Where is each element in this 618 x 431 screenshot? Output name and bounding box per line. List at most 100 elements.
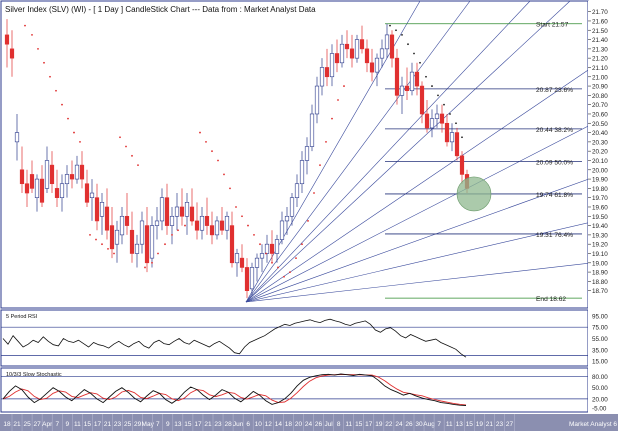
sar-dot [461, 136, 463, 139]
candle-body [409, 71, 415, 92]
candle-body [344, 43, 350, 50]
fan-line [245, 178, 588, 303]
x-tick-label: Aug [423, 421, 435, 428]
candle-body [139, 220, 145, 245]
stochastic-d-line [2, 374, 467, 406]
candle-body [124, 215, 130, 226]
rsi-y-tick-label: 75.00 [592, 325, 608, 332]
candle-body [244, 267, 250, 291]
sar-dot [259, 243, 261, 246]
rsi-panel [0, 309, 589, 367]
candle-body [134, 243, 140, 254]
price-y-tick-label: 19.30 [592, 232, 608, 239]
candle-body [184, 202, 190, 217]
sar-dot [151, 261, 153, 264]
candle-body [419, 85, 425, 115]
sar-dot [95, 238, 97, 241]
x-tick-label: 14 [275, 421, 283, 428]
sar-dot [443, 103, 445, 106]
x-tick-label: 12 [265, 421, 273, 428]
candle-body [59, 183, 65, 198]
x-tick-label: Apr [42, 421, 53, 428]
candle-body [334, 53, 340, 64]
candle-body [414, 71, 420, 87]
candle-body [219, 220, 225, 231]
candle-body [174, 206, 180, 217]
candle-body [384, 34, 390, 50]
stochastic-y-tick-label: 80.00 [592, 374, 608, 381]
sar-dot [171, 233, 173, 236]
rsi-y-tick-label: 55.00 [592, 336, 608, 343]
candle-body [249, 267, 255, 290]
stochastic-panel [0, 367, 589, 413]
candle-body [424, 113, 430, 129]
fan-line [245, 1, 471, 303]
chart-title: Silver Index (SLV) (WI) - [ 1 Day ] Cand… [5, 5, 316, 14]
candle-body [374, 57, 380, 73]
candle-body [54, 188, 60, 198]
sar-dot [164, 243, 166, 246]
price-y-tick-label: 19.50 [592, 214, 608, 221]
sar-dot [229, 187, 231, 190]
candle-body [14, 132, 20, 143]
price-y-tick-label: 19.80 [592, 186, 608, 193]
x-tick-label: 7 [55, 421, 59, 428]
candle-body [214, 220, 220, 236]
candle-body [439, 113, 445, 124]
sar-dot [43, 61, 45, 64]
candle-body [109, 225, 115, 250]
candle-body [379, 48, 385, 59]
x-tick-label: 8 [337, 421, 341, 428]
x-tick-label: 19 [375, 421, 383, 428]
sar-dot [217, 159, 219, 162]
x-tick-label: 22 [385, 421, 393, 428]
x-tick-label: 28 [224, 421, 232, 428]
price-y-tick-label: 21.20 [592, 56, 608, 63]
candle-body [389, 34, 395, 59]
price-y-tick-label: 19.10 [592, 251, 608, 258]
x-tick-label: 24 [395, 421, 403, 428]
sar-dot [89, 233, 91, 236]
stochastic-y-tick-label: -5.00 [592, 406, 607, 413]
x-tick-label: 10 [255, 421, 263, 428]
sar-dot [343, 85, 345, 87]
candle-body [284, 215, 290, 222]
sar-dot [437, 94, 439, 97]
candle-body [74, 164, 80, 180]
sar-dot [125, 145, 127, 148]
x-tick-label: 6 [246, 421, 250, 428]
x-tick-label: Jul [324, 421, 333, 428]
candle-body [64, 174, 70, 185]
x-tick-label: 26 [405, 421, 413, 428]
price-y-tick-label: 20.50 [592, 121, 608, 128]
sar-dot [419, 61, 421, 64]
highlight-circle [456, 176, 492, 212]
candle-body [349, 48, 355, 59]
price-y-tick-label: 19.20 [592, 242, 608, 249]
candle-body [29, 174, 35, 189]
candle-body [129, 229, 135, 254]
candle-body [254, 257, 260, 268]
sar-dot [101, 243, 103, 246]
candle-body [299, 160, 305, 185]
sar-dot [337, 99, 339, 101]
x-tick-label: 18 [3, 421, 11, 428]
x-tick-label: 23 [114, 421, 122, 428]
sar-dot [253, 233, 255, 236]
stochastic-plot-area: 80.00 50.00 20.00 -5.00 [1, 373, 608, 413]
candle-body [149, 225, 155, 259]
candle-body [154, 220, 160, 226]
candle-body [264, 243, 270, 254]
sar-dot [431, 85, 433, 87]
sar-dot [119, 136, 121, 139]
x-tick-label: 15 [184, 421, 192, 428]
fib-level-label: End 18.62 [536, 296, 566, 303]
candle-body [314, 85, 320, 115]
sar-dot [199, 131, 201, 134]
sar-dot [271, 261, 273, 264]
candle-body [24, 183, 30, 194]
price-y-tick-label: 20.20 [592, 149, 608, 156]
sar-dot [289, 271, 291, 273]
candle-body [39, 178, 45, 203]
rsi-y-tick-label: 35.00 [592, 347, 608, 354]
